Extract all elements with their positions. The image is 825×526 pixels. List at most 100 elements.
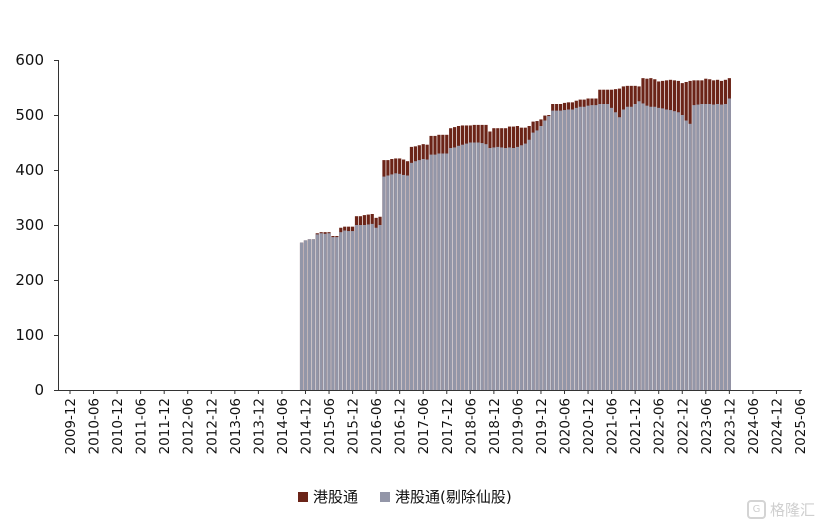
x-tick-label: 2010-12	[110, 398, 126, 454]
bar-hk-connect-ex-penny	[661, 108, 665, 391]
bar-hk-connect-ex-penny	[712, 104, 716, 391]
bar-hk-connect-ex-penny	[547, 116, 551, 390]
y-tick-label: 400	[15, 161, 44, 179]
x-tick-label: 2023-12	[722, 398, 738, 454]
bar-hk-connect-ex-penny	[555, 110, 559, 390]
bar-hk-connect-ex-penny	[617, 117, 622, 390]
bar-hk-connect-ex-penny	[445, 153, 449, 390]
bar-hk-connect-ex-penny	[468, 142, 472, 390]
bar-hk-connect-ex-penny	[594, 105, 598, 390]
bar-hk-connect-ex-penny	[727, 98, 731, 390]
bar-hk-connect-ex-penny	[586, 105, 590, 391]
bar-hk-connect-ex-penny	[492, 147, 496, 390]
y-tick-labels: 0 100 200 300 400 500 600	[15, 51, 44, 399]
bar-hk-connect-ex-penny	[723, 104, 728, 390]
bar-hk-connect-ex-penny	[657, 107, 661, 390]
x-tick-label: 2012-12	[204, 398, 220, 454]
bar-hk-connect-ex-penny	[464, 143, 469, 390]
bar-hk-connect-ex-penny	[386, 175, 390, 390]
bar-hk-connect-ex-penny	[531, 132, 535, 390]
bar-hk-connect-ex-penny	[574, 107, 578, 390]
legend-label-hk-connect: 港股通	[313, 488, 359, 506]
legend-swatch-hk-connect	[298, 491, 308, 502]
bar-hk-connect-ex-penny	[331, 237, 335, 390]
x-tick-label: 2020-12	[581, 398, 597, 454]
bar-hk-connect-ex-penny	[307, 239, 312, 390]
bar-hk-connect-ex-penny	[543, 120, 547, 390]
x-tick-label: 2018-12	[487, 398, 503, 454]
bar-hk-connect-ex-penny	[523, 143, 527, 390]
bar-hk-connect-ex-penny	[507, 147, 512, 390]
x-tick-label: 2016-12	[393, 398, 409, 454]
bar-hk-connect-ex-penny	[668, 110, 673, 391]
bar-hk-connect-ex-penny	[323, 233, 327, 390]
x-tick-label: 2012-06	[181, 398, 197, 454]
bar-hk-connect-ex-penny	[488, 148, 492, 390]
x-tick-label: 2013-12	[251, 398, 267, 454]
bar-hk-connect-ex-penny	[515, 146, 520, 390]
bar-hk-connect-ex-penny	[405, 175, 410, 390]
x-tick-label: 2014-06	[275, 398, 291, 454]
bar-hk-connect-ex-penny	[570, 109, 574, 390]
bar-hk-connect-ex-penny	[433, 154, 437, 390]
legend: 港股通 港股通(剔除仙股)	[298, 486, 512, 507]
bar-hk-connect-ex-penny	[476, 142, 480, 390]
bar-hk-connect-ex-penny	[649, 106, 653, 390]
bar-hk-connect-ex-penny	[519, 145, 523, 390]
bar-hk-connect-ex-penny	[629, 106, 633, 390]
bar-hk-connect-ex-penny	[299, 242, 304, 390]
watermark-logo-icon: G	[746, 500, 766, 519]
bar-hk-connect-ex-penny	[578, 106, 582, 390]
bar-hk-connect-ex-penny	[366, 224, 370, 390]
bars	[299, 78, 731, 391]
x-tick-label: 2010-06	[87, 398, 103, 454]
bar-hk-connect-ex-penny	[688, 123, 692, 391]
x-tick-label: 2019-06	[510, 398, 526, 454]
bar-hk-connect-ex-penny	[558, 110, 563, 390]
bar-hk-connect-ex-penny	[613, 112, 618, 390]
bar-hk-connect-ex-penny	[582, 106, 586, 390]
x-tick-label: 2015-12	[346, 398, 362, 454]
x-tick-label: 2025-06	[793, 398, 809, 454]
bar-hk-connect-ex-penny	[496, 146, 500, 390]
bar-hk-connect-ex-penny	[335, 237, 339, 390]
bar-hk-connect-ex-penny	[472, 142, 476, 390]
bar-hk-connect-ex-penny	[633, 104, 637, 390]
bar-hk-connect-ex-penny	[354, 225, 359, 390]
x-tick-label: 2016-06	[369, 398, 385, 454]
y-tick-label: 300	[15, 216, 44, 234]
bar-hk-connect-ex-penny	[598, 104, 602, 390]
bar-hk-connect-ex-penny	[610, 107, 614, 390]
legend-item-hk-connect: 港股通	[298, 486, 358, 507]
x-tick-label: 2024-12	[769, 398, 785, 454]
bar-hk-connect-ex-penny	[708, 104, 712, 390]
bar-hk-connect-ex-penny	[641, 103, 645, 390]
bar-hk-connect-ex-penny	[637, 101, 641, 390]
bar-hk-connect-ex-penny	[527, 139, 531, 390]
legend-item-hk-connect-ex-penny: 港股通(剔除仙股)	[380, 486, 512, 507]
x-tick-label: 2022-12	[675, 398, 691, 454]
bar-hk-connect-ex-penny	[374, 227, 378, 390]
bar-hk-connect-ex-penny	[453, 147, 457, 390]
legend-swatch-hk-connect-ex-penny	[380, 491, 391, 502]
bar-hk-connect-ex-penny	[480, 143, 484, 390]
bar-hk-connect-ex-penny	[378, 225, 382, 390]
bar-hk-connect-ex-penny	[696, 104, 700, 391]
x-tick-label: 2014-12	[298, 398, 314, 454]
bar-hk-connect-ex-penny	[449, 148, 453, 390]
bar-hk-connect-ex-penny	[358, 225, 363, 390]
bar-hk-connect-ex-penny	[401, 174, 406, 390]
x-tick-label: 2020-06	[558, 398, 574, 454]
bar-hk-connect-ex-penny	[460, 144, 465, 390]
x-tick-label: 2011-06	[134, 398, 150, 454]
bar-hk-connect-ex-penny	[441, 153, 445, 390]
x-tick-label: 2017-12	[440, 398, 456, 454]
bar-hk-connect-ex-penny	[680, 115, 684, 390]
bar-hk-connect-ex-penny	[715, 104, 720, 390]
bar-hk-connect-ex-penny	[692, 105, 696, 390]
bar-hk-connect-ex-penny	[676, 112, 680, 390]
bar-hk-connect-ex-penny	[339, 232, 343, 390]
bar-hk-connect-ex-penny	[398, 173, 402, 390]
x-tick-label: 2015-06	[322, 398, 338, 454]
